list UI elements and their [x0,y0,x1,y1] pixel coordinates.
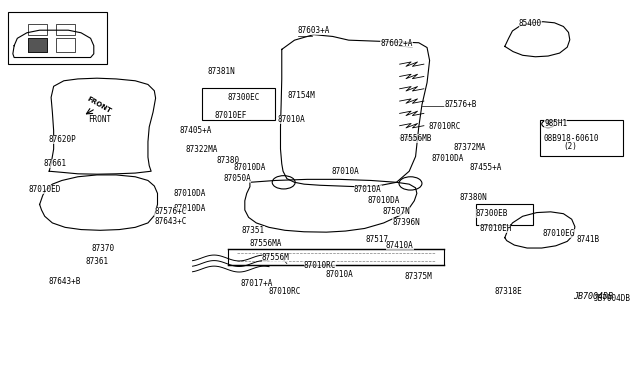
Text: 87010RC: 87010RC [304,261,336,270]
Text: 87380: 87380 [216,155,239,165]
Text: 87507N: 87507N [383,207,410,217]
Text: JB7004DB: JB7004DB [573,292,613,301]
Text: 87380N: 87380N [459,193,487,202]
Text: 87010A: 87010A [278,115,305,124]
Bar [8,13,106,64]
Text: 87010EH: 87010EH [479,224,511,233]
Text: 87300EC: 87300EC [227,93,260,102]
Text: 87576+C: 87576+C [154,207,186,217]
Text: 85400: 85400 [519,19,542,28]
Text: 87154M: 87154M [287,91,315,100]
Text: 87010A: 87010A [332,167,360,176]
Text: 87556M: 87556M [262,253,289,263]
Text: 87010DA: 87010DA [431,154,463,163]
Text: 87010ED: 87010ED [29,185,61,194]
Text: 87010DA: 87010DA [173,203,205,213]
Text: 87396N: 87396N [392,218,420,227]
Bar [476,205,534,225]
Text: 08B918-60610: 08B918-60610 [544,134,600,142]
Text: 87556MB: 87556MB [399,134,432,142]
Text: FRONT: FRONT [86,96,113,115]
Text: 87370: 87370 [92,244,115,253]
Text: 985H1: 985H1 [544,119,567,128]
Text: 87375M: 87375M [405,272,433,281]
Text: FRONT: FRONT [88,115,112,124]
Text: 87455+A: 87455+A [470,163,502,172]
Text: 87602+A: 87602+A [380,39,413,48]
Bar [28,38,47,52]
Text: 87300EB: 87300EB [476,209,508,218]
Text: 87517: 87517 [366,235,389,244]
Text: 87556MA: 87556MA [250,239,282,248]
Text: 87010EG: 87010EG [543,230,575,238]
Bar [56,23,75,35]
Text: 87010RC: 87010RC [428,122,460,131]
Text: 87661: 87661 [44,159,67,169]
Bar [28,23,47,35]
Text: 87643+B: 87643+B [49,278,81,286]
Text: 87361: 87361 [85,257,109,266]
Text: 87010A: 87010A [325,270,353,279]
Text: 87372MA: 87372MA [454,143,486,152]
Text: 87010A: 87010A [354,185,381,194]
Text: 87620P: 87620P [48,135,76,144]
Text: 87010EF: 87010EF [214,111,247,121]
Text: 87010RC: 87010RC [269,287,301,296]
Text: 8741B: 8741B [576,235,599,244]
Text: 87318E: 87318E [494,287,522,296]
Text: 87010DA: 87010DA [173,189,205,198]
Text: 87405+A: 87405+A [180,126,212,135]
Text: 87322MA: 87322MA [186,145,218,154]
Text: 87050A: 87050A [223,174,251,183]
Text: 87603+A: 87603+A [298,26,330,35]
Bar [202,88,275,119]
Text: 87010DA: 87010DA [234,163,266,172]
Bar [56,38,75,52]
Text: JB7004DB: JB7004DB [593,294,630,303]
Text: (2): (2) [563,142,577,151]
Text: 87410A: 87410A [386,241,413,250]
Text: N: N [545,122,551,126]
Bar [540,119,623,157]
Text: 87010DA: 87010DA [367,196,400,205]
Text: 87643+C: 87643+C [154,217,186,225]
Text: 87381N: 87381N [207,67,235,76]
Text: 87576+B: 87576+B [444,100,476,109]
Text: 87351: 87351 [241,226,265,235]
Text: 87017+A: 87017+A [240,279,273,288]
Bar [28,38,47,52]
